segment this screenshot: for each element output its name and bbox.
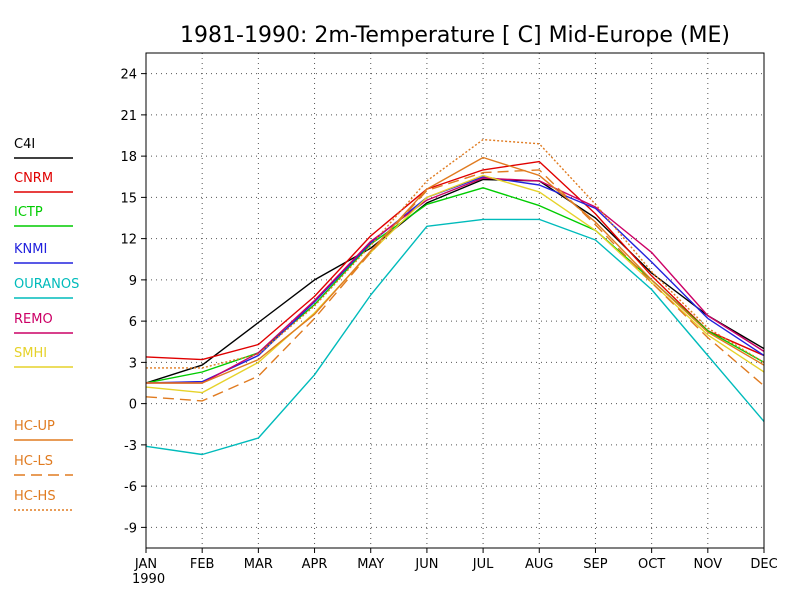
series-line-ictp xyxy=(145,187,765,384)
legend-label: C4I xyxy=(14,137,35,152)
x-tick-label: NOV xyxy=(694,557,723,572)
x-tick-label: AUG xyxy=(525,557,553,572)
legend-item-knmi: KNMI xyxy=(14,242,73,264)
legend-label: SMHI xyxy=(14,346,47,361)
series-line-remo xyxy=(146,177,765,384)
y-tick-label: 18 xyxy=(120,150,137,165)
y-tick-label: 9 xyxy=(129,274,137,289)
y-tick-label: 3 xyxy=(129,356,137,371)
legend-label: HC-HS xyxy=(14,489,56,504)
x-tick-label: JUL xyxy=(472,557,494,572)
x-year-label: 1990 xyxy=(132,572,165,587)
x-tick-label: APR xyxy=(302,557,328,572)
y-tick-label: 21 xyxy=(120,109,137,124)
legend-item-ictp: ICTP xyxy=(14,205,73,227)
legend-item-hc-hs: HC-HS xyxy=(14,489,73,511)
y-tick-label: -6 xyxy=(124,480,137,495)
axes: -9 -6 -3 0 3 6 9 12 15 18 21 24 JAN FEB MAR APR MAY JUN JU… xyxy=(120,68,777,587)
y-tick-label: 6 xyxy=(129,315,137,330)
y-tick-label: 12 xyxy=(120,233,137,248)
legend-item-hc-ls: HC-LS xyxy=(14,454,73,476)
x-tick-label: JAN xyxy=(134,557,157,572)
x-tick-label: DEC xyxy=(750,557,777,572)
y-tick-label: -3 xyxy=(124,439,137,454)
legend-item-cnrm: CNRM xyxy=(14,171,73,193)
legend-label: ICTP xyxy=(14,205,43,220)
legend-label: HC-LS xyxy=(14,454,53,469)
y-tick-label: 15 xyxy=(120,191,137,206)
x-tick-label: SEP xyxy=(583,557,607,572)
y-tick-label: 0 xyxy=(129,398,137,413)
chart-title: 1981-1990: 2m-Temperature [ C] Mid-Europ… xyxy=(180,23,730,48)
legend-item-smhi: SMHI xyxy=(14,346,73,368)
legend-label: OURANOS xyxy=(14,277,79,292)
x-tick-label: MAY xyxy=(357,557,384,572)
series-lines xyxy=(145,138,765,456)
legend-item-hc-up: HC-UP xyxy=(14,419,73,441)
series-line-hc-ls xyxy=(145,169,765,402)
x-tick-label: JUN xyxy=(414,557,438,572)
series-line-hc-up xyxy=(146,156,765,384)
legend: C4I CNRM ICTP KNMI OURANOS REMO SMHI HC-UP HC-LS… xyxy=(14,137,79,511)
x-tick-label: OCT xyxy=(638,557,665,572)
y-tick-label: -9 xyxy=(124,521,137,536)
legend-label: HC-UP xyxy=(14,419,55,434)
series-line-ouranos xyxy=(145,218,765,456)
legend-label: CNRM xyxy=(14,171,53,186)
legend-item-ouranos: OURANOS xyxy=(14,277,79,299)
legend-label: KNMI xyxy=(14,242,47,257)
x-tick-label: FEB xyxy=(190,557,215,572)
series-line-cnrm xyxy=(145,160,765,361)
legend-item-remo: REMO xyxy=(14,312,73,334)
x-tick-label: MAR xyxy=(244,557,273,572)
legend-item-c4i: C4I xyxy=(14,137,73,159)
series-line-hc-hs xyxy=(146,138,765,369)
y-tick-label: 24 xyxy=(120,68,137,83)
plot-frame xyxy=(145,52,765,549)
legend-label: REMO xyxy=(14,312,53,327)
